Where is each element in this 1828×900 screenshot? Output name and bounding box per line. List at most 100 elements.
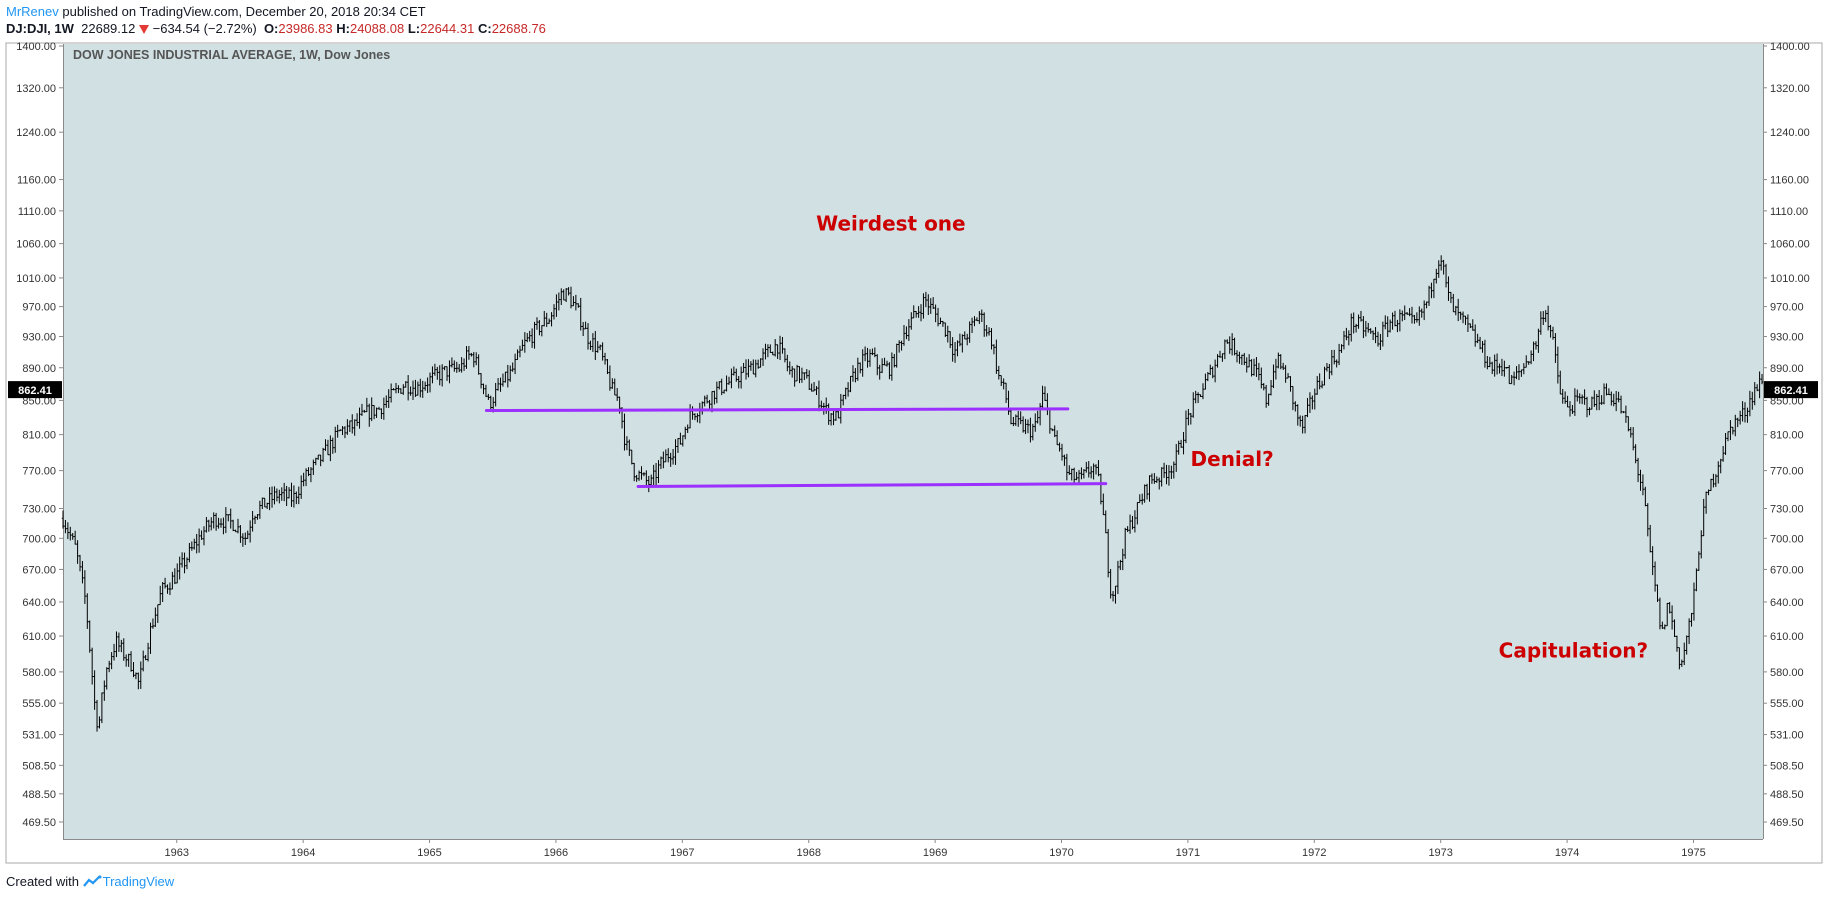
y-tick-label-right: 1060.00 — [1770, 239, 1810, 251]
x-tick-label: 1963 — [165, 847, 189, 859]
y-tick-label-right: 1110.00 — [1770, 206, 1808, 218]
y-tick-label-right: 508.50 — [1770, 760, 1804, 772]
author-link[interactable]: MrRenev — [6, 4, 59, 19]
close-value: 22688.76 — [491, 21, 546, 36]
y-tick-label-left: 1110.00 — [18, 206, 56, 218]
current-price-label-left: 862.41 — [18, 385, 52, 397]
x-tick-label: 1966 — [544, 847, 568, 859]
price-chart[interactable]: DOW JONES INDUSTRIAL AVERAGE, 1W, Dow Jo… — [0, 40, 1828, 866]
x-tick-label: 1970 — [1049, 847, 1073, 859]
publish-text: published on TradingView.com, December 2… — [58, 4, 426, 19]
y-tick-label-right: 930.00 — [1770, 332, 1804, 344]
open-value: 23986.83 — [278, 21, 333, 36]
footer: Created with TradingView — [6, 873, 174, 891]
y-tick-label-left: 488.50 — [22, 789, 56, 801]
symbol-label: DJ:DJI, 1W — [6, 21, 74, 36]
trendlines[interactable] — [484, 407, 1108, 488]
high-label: H: — [336, 21, 350, 36]
y-tick-label-right: 1240.00 — [1770, 127, 1810, 139]
current-price-tag-left — [8, 381, 62, 399]
y-tick-label-left: 930.00 — [22, 332, 56, 344]
y-tick-label-right: 640.00 — [1770, 597, 1804, 609]
price-change: −634.54 (−2.72%) — [152, 21, 257, 36]
y-tick-label-right: 1160.00 — [1770, 175, 1809, 187]
x-tick-label: 1975 — [1681, 847, 1705, 859]
y-tick-label-right: 1400.00 — [1770, 41, 1810, 53]
time-scale: 1963 1964 1965 1966 1967 1968 1969 1970 1971 1972… — [165, 839, 1706, 859]
y-tick-label-right: 469.50 — [1770, 817, 1804, 829]
annotations[interactable]: Weirdest one Denial? Capitulation? — [816, 211, 1648, 662]
y-tick-label-right: 970.00 — [1770, 302, 1804, 314]
current-price-tags: 862.41 862.41 — [8, 381, 1818, 399]
last-price: 22689.12 — [81, 21, 136, 36]
high-value: 24088.08 — [349, 21, 405, 36]
y-tick-label-left: 580.00 — [22, 667, 56, 679]
x-tick-label: 1969 — [923, 847, 947, 859]
y-tick-label-left: 970.00 — [22, 302, 56, 314]
tradingview-brand[interactable]: TradingView — [102, 874, 175, 889]
y-tick-label-left: 610.00 — [22, 631, 56, 643]
y-tick-label-left: 730.00 — [22, 504, 56, 516]
x-tick-label: 1967 — [670, 847, 694, 859]
x-tick-label: 1974 — [1555, 847, 1579, 859]
y-tick-label-left: 850.00 — [22, 395, 56, 407]
y-tick-label-left: 1240.00 — [16, 127, 56, 139]
close-label: C: — [477, 21, 492, 36]
y-tick-label-left: 555.00 — [22, 698, 56, 710]
ohlc-legend: DJ:DJI, 1W 22689.12 −634.54 (−2.72%) O:2… — [6, 20, 1816, 37]
x-tick-label: 1973 — [1428, 847, 1452, 859]
annotation-text[interactable]: Capitulation? — [1499, 638, 1649, 662]
y-tick-label-right: 1010.00 — [1770, 273, 1810, 285]
y-tick-label-left: 1010.00 — [16, 273, 56, 285]
trendline[interactable] — [484, 407, 1070, 413]
x-tick-label: 1972 — [1302, 847, 1326, 859]
price-scale-right: 1400.00 1320.00 1240.00 1160.00 1110.00 1060.… — [1763, 41, 1810, 829]
y-tick-label-left: 1400.00 — [16, 41, 56, 53]
y-tick-label-right: 555.00 — [1770, 698, 1804, 710]
open-label: O: — [263, 21, 279, 36]
y-tick-label-right: 610.00 — [1770, 631, 1804, 643]
y-tick-label-right: 850.00 — [1770, 395, 1804, 407]
y-tick-label-left: 531.00 — [22, 730, 56, 742]
y-tick-label-left: 640.00 — [22, 597, 56, 609]
y-tick-label-left: 700.00 — [22, 533, 56, 545]
y-tick-label-left: 770.00 — [22, 466, 56, 478]
y-tick-label-left: 1060.00 — [16, 239, 56, 251]
x-tick-label: 1964 — [291, 847, 315, 859]
publish-header: MrRenev published on TradingView.com, De… — [6, 3, 1816, 39]
annotation-text[interactable]: Weirdest one — [816, 211, 965, 235]
low-value: 22644.31 — [420, 21, 475, 36]
tradingview-logo-icon — [82, 875, 102, 887]
current-price-tag-right — [1764, 381, 1818, 399]
y-tick-label-left: 508.50 — [22, 760, 56, 772]
y-tick-label-left: 890.00 — [22, 363, 56, 375]
y-tick-label-right: 1320.00 — [1770, 83, 1810, 95]
price-scale-left: 1400.00 1320.00 1240.00 1160.00 1110.00 1060.… — [16, 41, 63, 829]
chart-title: DOW JONES INDUSTRIAL AVERAGE, 1W, Dow Jo… — [73, 48, 390, 62]
y-tick-label-right: 488.50 — [1770, 789, 1804, 801]
x-tick-label: 1971 — [1176, 847, 1200, 859]
created-with-text: Created with — [6, 874, 79, 889]
x-tick-label: 1968 — [796, 847, 820, 859]
down-arrow-icon — [139, 25, 149, 34]
x-tick-label: 1965 — [417, 847, 441, 859]
trendline[interactable] — [636, 482, 1108, 488]
y-tick-label-right: 730.00 — [1770, 504, 1804, 516]
y-tick-label-left: 469.50 — [22, 817, 56, 829]
y-tick-label-right: 531.00 — [1770, 730, 1804, 742]
y-tick-label-left: 1320.00 — [16, 83, 56, 95]
y-tick-label-right: 890.00 — [1770, 363, 1804, 375]
candle-series — [61, 255, 1764, 732]
current-price-label-right: 862.41 — [1774, 385, 1808, 397]
y-tick-label-right: 670.00 — [1770, 564, 1804, 576]
low-label: L: — [407, 21, 421, 36]
y-tick-label-left: 810.00 — [22, 430, 56, 442]
y-tick-label-right: 580.00 — [1770, 667, 1804, 679]
plot-area[interactable] — [63, 44, 1763, 839]
annotation-text[interactable]: Denial? — [1191, 447, 1274, 471]
y-tick-label-right: 810.00 — [1770, 430, 1804, 442]
publish-info: MrRenev published on TradingView.com, De… — [6, 3, 1816, 20]
y-tick-label-right: 700.00 — [1770, 533, 1804, 545]
y-tick-label-left: 1160.00 — [17, 175, 56, 187]
y-tick-label-left: 670.00 — [22, 564, 56, 576]
